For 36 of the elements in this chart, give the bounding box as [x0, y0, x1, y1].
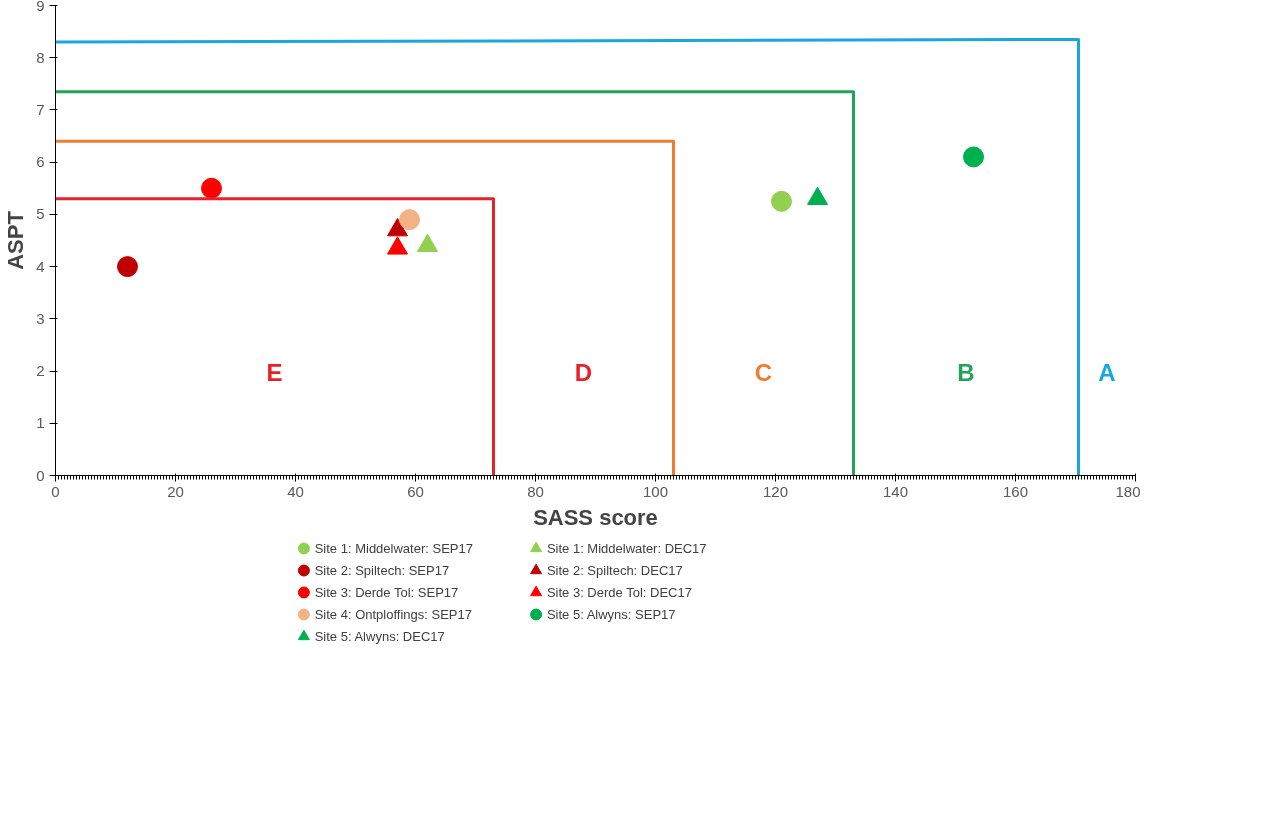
y-axis-title: ASPT	[3, 210, 29, 270]
y-tick-label: 2	[36, 362, 45, 380]
x-axis-title: SASS score	[533, 504, 658, 530]
y-tick-label: 8	[36, 48, 45, 66]
legend-label: Site 4: Ontploffings: SEP17	[314, 607, 473, 622]
y-tick-label: 1	[36, 414, 45, 432]
annotation: A	[1098, 358, 1116, 386]
legend-label: Site 2: Spiltech: DEC17	[546, 563, 683, 578]
y-tick-label: 6	[36, 153, 45, 171]
y-tick-label: 5	[36, 205, 45, 223]
legend-label: Site 1: Middelwater: DEC17	[546, 541, 707, 556]
x-tick-label: 100	[642, 482, 669, 500]
y-tick-label: 4	[36, 257, 45, 275]
legend-label: Site 3: Derde Tol: DEC17	[546, 585, 692, 600]
y-tick-label: 3	[36, 309, 45, 327]
legend-label: Site 5: Alwyns: DEC17	[314, 629, 445, 644]
y-tick-label: 9	[36, 0, 45, 14]
legend-label: Site 5: Alwyns: SEP17	[546, 607, 676, 622]
legend-label: Site 3: Derde Tol: SEP17	[314, 585, 459, 600]
legend-label: Site 2: Spiltech: SEP17	[314, 563, 450, 578]
y-tick-label: 7	[36, 100, 45, 118]
x-tick-label: 0	[51, 482, 60, 500]
annotation: D	[574, 358, 593, 386]
x-tick-label: 20	[167, 482, 184, 500]
x-tick-label: 40	[287, 482, 304, 500]
y-tick-label: 0	[36, 466, 45, 484]
x-tick-label: 60	[407, 482, 424, 500]
x-tick-label: 140	[882, 482, 909, 500]
annotation: C	[754, 358, 773, 386]
x-tick-label: 80	[527, 482, 544, 500]
x-tick-label: 180	[1115, 482, 1141, 500]
x-tick-label: 120	[762, 482, 789, 500]
annotation: B	[957, 358, 975, 386]
legend-label: Site 1: Middelwater: SEP17	[314, 541, 473, 556]
annotation: E	[266, 358, 283, 386]
x-tick-label: 160	[1002, 482, 1029, 500]
